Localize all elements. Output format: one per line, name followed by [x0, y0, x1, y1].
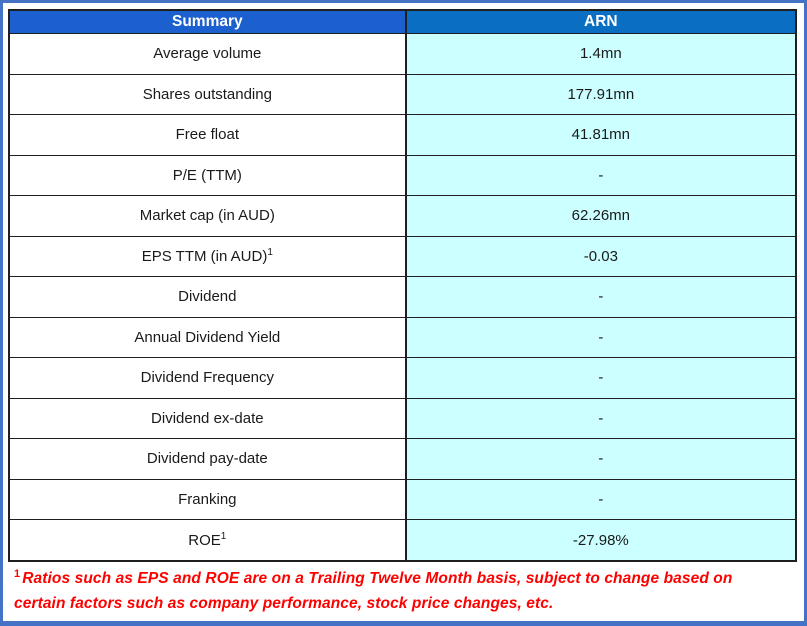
- table-row: Annual Dividend Yield -: [8, 316, 798, 358]
- table-row: ROE1 -27.98%: [8, 519, 798, 562]
- footnote-text: Ratios such as EPS and ROE are on a Trai…: [14, 570, 733, 612]
- metric-superscript: 1: [267, 246, 273, 258]
- metric-value-cell: -: [404, 276, 798, 318]
- table-row: Average volume 1.4mn: [8, 33, 798, 75]
- metric-label-cell: Shares outstanding: [8, 73, 407, 115]
- table-row: Dividend Frequency -: [8, 357, 798, 399]
- table-row: Market cap (in AUD) 62.26mn: [8, 195, 798, 237]
- metric-label-cell: Annual Dividend Yield: [8, 316, 407, 358]
- metric-label-cell: Franking: [8, 478, 407, 520]
- metric-value-cell: -: [404, 154, 798, 196]
- summary-table: Summary ARN Average volume 1.4mn Shares ou…: [8, 9, 798, 562]
- metric-label-cell: Dividend Frequency: [8, 357, 407, 399]
- metric-label-cell: Dividend ex-date: [8, 397, 407, 439]
- metric-label-cell: Dividend: [8, 276, 407, 318]
- metric-value-cell: -0.03: [404, 235, 798, 277]
- metric-label-cell: ROE1: [8, 519, 407, 562]
- table-row: Shares outstanding 177.91mn: [8, 73, 798, 115]
- table-row: EPS TTM (in AUD)1 -0.03: [8, 235, 798, 277]
- table-row: Dividend ex-date -: [8, 397, 798, 439]
- metric-value-cell: 41.81mn: [404, 114, 798, 156]
- metric-value-cell: 177.91mn: [404, 73, 798, 115]
- metric-value-cell: -27.98%: [404, 519, 798, 562]
- metric-label-cell: Market cap (in AUD): [8, 195, 407, 237]
- metric-value-cell: -: [404, 316, 798, 358]
- metric-value-cell: 1.4mn: [404, 33, 798, 75]
- table-row: Dividend -: [8, 276, 798, 318]
- metric-label-cell: Average volume: [8, 33, 407, 75]
- metric-label-cell: Free float: [8, 114, 407, 156]
- metric-value-cell: -: [404, 478, 798, 520]
- ticker-column-header: ARN: [404, 9, 798, 34]
- metric-label-cell: Dividend pay-date: [8, 438, 407, 480]
- metric-value-cell: -: [404, 357, 798, 399]
- metric-label-cell: P/E (TTM): [8, 154, 407, 196]
- summary-column-header: Summary: [8, 9, 407, 34]
- table-row: Dividend pay-date -: [8, 438, 798, 480]
- metric-value-cell: 62.26mn: [404, 195, 798, 237]
- footnote: 1 Ratios such as EPS and ROE are on a Tra…: [8, 562, 797, 617]
- footnote-superscript: 1: [14, 567, 21, 580]
- table-row: P/E (TTM) -: [8, 154, 798, 196]
- table-row: Franking -: [8, 478, 798, 520]
- metric-label-cell: EPS TTM (in AUD)1: [8, 235, 407, 277]
- metric-value-cell: -: [404, 438, 798, 480]
- summary-table-body: Average volume 1.4mn Shares outstanding 177…: [8, 33, 798, 562]
- table-header-row: Summary ARN: [8, 9, 798, 34]
- metric-value-cell: -: [404, 397, 798, 439]
- metric-superscript: 1: [220, 530, 227, 542]
- table-row: Free float 41.81mn: [8, 114, 798, 156]
